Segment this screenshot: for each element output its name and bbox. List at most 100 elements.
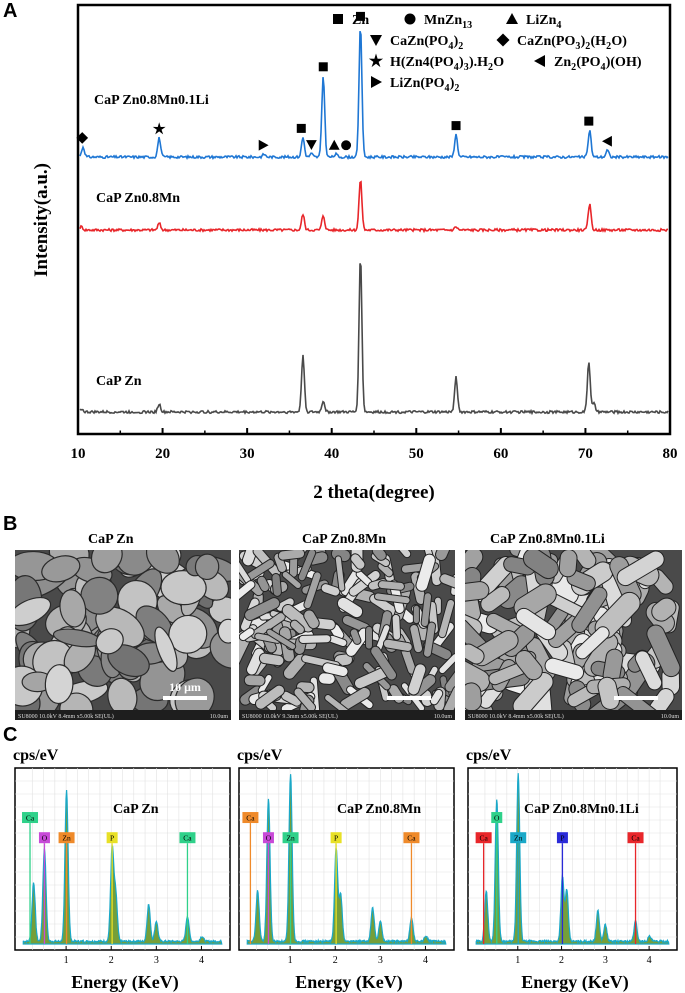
x-tick-label: 40 — [324, 446, 339, 462]
crystal — [303, 571, 322, 610]
eds-x-tick-label: 1 — [288, 955, 293, 966]
crystal — [439, 573, 455, 591]
crystal — [571, 586, 608, 634]
eds-x-tick-label: 1 — [64, 955, 69, 966]
element-tag-box — [330, 832, 342, 844]
info-bar — [239, 710, 455, 720]
grain — [194, 553, 220, 581]
sem-scale-info: 10.0um — [661, 714, 680, 720]
element-tag: O — [42, 834, 48, 843]
grain — [154, 626, 178, 672]
xrd-series-line — [79, 263, 669, 416]
sem-info-text: SU8000 10.0kV 9.3mm x5.00k SE(UL) — [242, 713, 338, 720]
eds-y-label: cps/eV — [237, 747, 283, 764]
crystal — [298, 634, 332, 645]
crystal — [480, 586, 511, 613]
crystal — [239, 580, 256, 603]
element-tag: P — [110, 834, 114, 843]
x-tick-label: 20 — [155, 446, 170, 462]
info-bar — [465, 710, 682, 720]
crystal — [382, 638, 413, 652]
y-axis-label: Intensity(a.u.) — [31, 163, 52, 277]
eds-x-tick-label: 2 — [109, 955, 114, 966]
scale-bar — [614, 696, 658, 700]
grain — [95, 628, 124, 655]
x-tick-label: 70 — [578, 446, 593, 462]
xrd-series-line — [79, 180, 669, 234]
legend-marker — [404, 13, 416, 25]
panel-b-label: B — [3, 513, 18, 535]
eds-spectrum — [22, 789, 223, 945]
x-tick-label: 10 — [71, 446, 86, 462]
element-tag-box — [58, 832, 75, 844]
crystal — [438, 653, 455, 675]
panel-a-label: A — [3, 0, 18, 22]
crystal — [349, 628, 362, 645]
legend-marker — [496, 33, 510, 47]
element-tag-box — [556, 832, 568, 844]
element-tag-box — [403, 832, 420, 844]
crystal — [258, 652, 285, 667]
crystal — [515, 607, 557, 641]
sem-title: CaP Zn0.8Mn0.1Li — [490, 532, 605, 547]
element-tag: Ca — [479, 834, 488, 843]
eds-x-tick-label: 1 — [515, 955, 520, 966]
crystal — [415, 553, 436, 592]
eds-title: CaP Zn0.8Mn0.1Li — [524, 802, 639, 817]
eds-x-label: Energy (KeV) — [295, 972, 402, 993]
x-tick-label: 80 — [663, 446, 678, 462]
phase-marker — [318, 62, 328, 72]
grain — [160, 570, 207, 606]
crystal — [373, 592, 411, 605]
xrd-chart: 10 20 30 40 50 60 70 80 2 theta(degree) Intensity… — [31, 3, 678, 503]
sem-images: SU8000 10.0kV 8.4mm x5.00k SE(UL) 10.0um 1… — [0, 530, 685, 720]
eds-x-tick-label: 2 — [559, 955, 564, 966]
legend-label: CaZn(PO3 )2 (H2 O) — [517, 34, 627, 52]
eds-x-tick-label: 4 — [199, 955, 204, 966]
series-label: CaP Zn — [96, 374, 142, 389]
eds-x-label: Energy (KeV) — [521, 972, 628, 993]
element-tag-box — [627, 832, 644, 844]
crystal — [370, 645, 398, 681]
phase-marker — [258, 139, 269, 151]
crystal — [423, 621, 437, 658]
element-tag-box — [510, 832, 527, 844]
grain — [44, 664, 74, 705]
crystal — [365, 625, 373, 650]
crystal — [336, 596, 364, 619]
element-tag-box — [242, 812, 259, 824]
series-label: CaP Zn0.8Mn — [96, 191, 180, 206]
crystal — [409, 623, 424, 654]
phase-marker — [306, 140, 317, 151]
crystal — [465, 643, 485, 665]
phase-marker — [355, 11, 365, 21]
crystal — [244, 597, 281, 621]
element-tag-box — [282, 832, 299, 844]
legend-marker — [333, 14, 343, 24]
legend-marker — [368, 53, 384, 68]
crystal — [407, 663, 427, 696]
x-tick-label: 60 — [493, 446, 508, 462]
crystal — [377, 580, 405, 591]
element-tag-box — [491, 812, 503, 824]
title-strip — [15, 530, 231, 550]
phase-marker — [76, 132, 89, 144]
scale-bar — [387, 696, 431, 700]
grain — [217, 618, 231, 644]
info-bar — [15, 710, 231, 720]
phase-marker — [584, 116, 594, 126]
legend-label: CaZn(PO4 )2 — [390, 34, 463, 52]
crystal — [429, 688, 444, 706]
element-tag: Ca — [631, 834, 640, 843]
crystal — [522, 547, 559, 580]
eds-chart: cps/eV Ca O Zn P Ca 1 2 3 4 Energy (KeV) CaP Zn0.8M… — [466, 747, 678, 993]
eds-y-label: cps/eV — [466, 747, 512, 764]
grain — [15, 596, 52, 627]
crystal — [256, 575, 270, 593]
eds-x-tick-label: 4 — [423, 955, 428, 966]
element-tag-box — [22, 812, 39, 824]
crystal — [465, 656, 491, 693]
x-tick-label: 30 — [240, 446, 255, 462]
crystal — [634, 650, 663, 691]
title-strip — [465, 530, 682, 550]
